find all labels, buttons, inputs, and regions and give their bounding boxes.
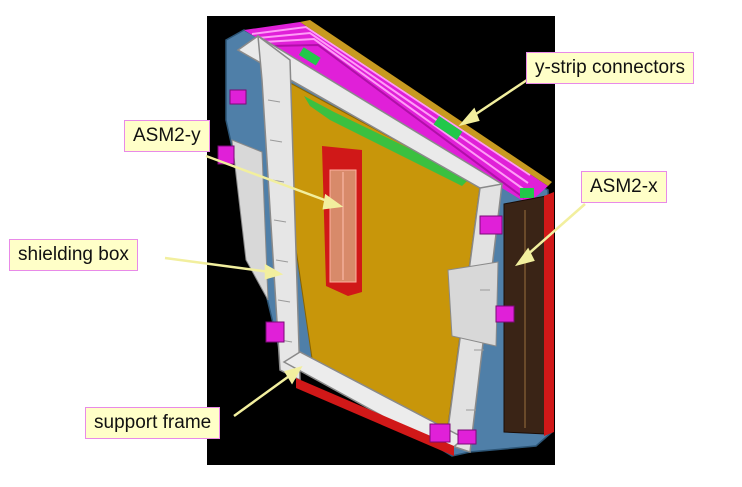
y-strip-cable-bundle	[244, 20, 552, 204]
asm2-x-label: ASM2-x	[581, 171, 667, 203]
bottom-red-edge	[296, 378, 454, 456]
shielding-box-label: shielding box	[9, 239, 138, 271]
callout-lines	[164, 76, 586, 418]
asm2-x-board	[503, 192, 554, 436]
asm2-y-label: ASM2-y	[124, 120, 210, 152]
asm2-y-board	[322, 146, 362, 296]
internal-cable-run	[304, 96, 470, 186]
support-frame-label: support frame	[85, 407, 221, 439]
mounting-brackets	[217, 89, 515, 445]
y-strip-connectors	[298, 47, 534, 198]
y-strip-connectors-label: y-strip connectors	[526, 52, 694, 84]
